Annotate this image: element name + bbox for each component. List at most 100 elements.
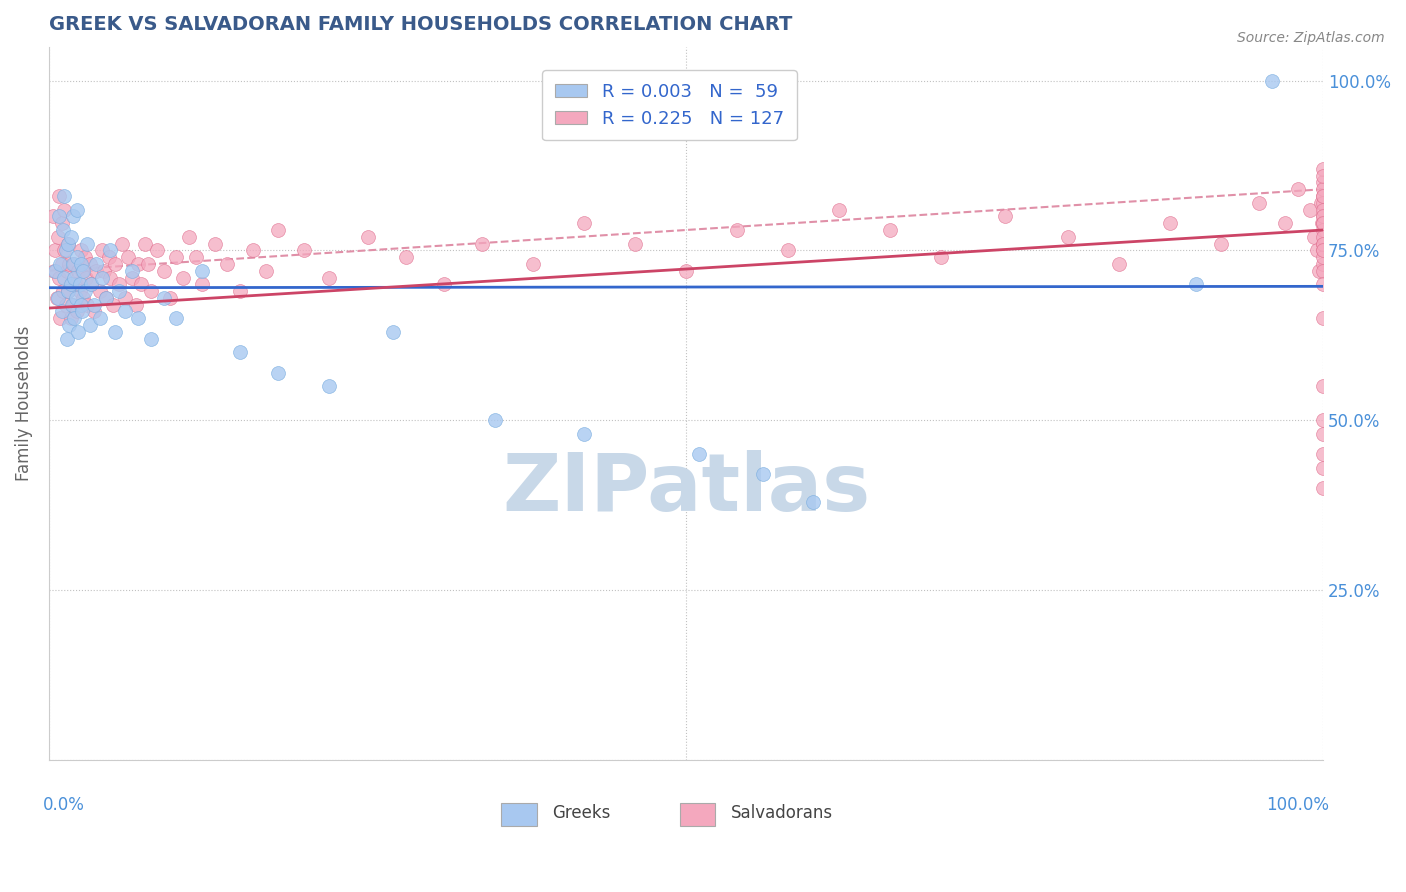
- Point: [91, 244, 114, 258]
- Point: [44, 244, 66, 258]
- Point: [49, 257, 72, 271]
- Point: [165, 250, 187, 264]
- Point: [69, 277, 91, 292]
- Point: [84, 264, 107, 278]
- Point: [1312, 229, 1334, 244]
- Point: [91, 270, 114, 285]
- Point: [98, 244, 121, 258]
- Point: [1312, 481, 1334, 495]
- Point: [1057, 229, 1080, 244]
- Point: [76, 298, 98, 312]
- Point: [49, 311, 72, 326]
- Point: [1312, 189, 1334, 203]
- Point: [152, 264, 174, 278]
- Point: [55, 244, 77, 258]
- Point: [1312, 277, 1334, 292]
- Point: [76, 236, 98, 251]
- Point: [51, 304, 73, 318]
- Point: [879, 223, 901, 237]
- Point: [776, 244, 799, 258]
- Text: GREEK VS SALVADORAN FAMILY HOUSEHOLDS CORRELATION CHART: GREEK VS SALVADORAN FAMILY HOUSEHOLDS CO…: [49, 15, 793, 34]
- Point: [1211, 236, 1233, 251]
- Point: [53, 202, 76, 217]
- Point: [96, 291, 118, 305]
- Point: [1312, 413, 1334, 427]
- Point: [48, 270, 70, 285]
- Point: [63, 270, 86, 285]
- Point: [55, 298, 77, 312]
- Point: [1312, 189, 1334, 203]
- Point: [48, 210, 70, 224]
- Point: [104, 325, 127, 339]
- Point: [44, 264, 66, 278]
- Point: [471, 236, 494, 251]
- Point: [51, 216, 73, 230]
- Point: [1312, 161, 1334, 176]
- Point: [46, 229, 69, 244]
- Point: [69, 298, 91, 312]
- Point: [66, 250, 89, 264]
- Point: [66, 304, 89, 318]
- Point: [229, 284, 252, 298]
- Point: [108, 284, 131, 298]
- Point: [242, 244, 264, 258]
- Point: [1312, 447, 1334, 461]
- Point: [1312, 244, 1334, 258]
- Point: [104, 257, 127, 271]
- Point: [63, 311, 86, 326]
- Text: Salvadorans: Salvadorans: [731, 804, 832, 822]
- Point: [1312, 244, 1334, 258]
- Point: [121, 270, 143, 285]
- Point: [79, 257, 101, 271]
- Point: [1312, 169, 1334, 183]
- Point: [56, 236, 79, 251]
- Point: [72, 291, 94, 305]
- Point: [127, 257, 149, 271]
- Point: [56, 284, 79, 298]
- Point: [66, 202, 89, 217]
- Point: [73, 250, 96, 264]
- Point: [191, 264, 214, 278]
- Point: [675, 264, 697, 278]
- Point: [53, 270, 76, 285]
- Point: [127, 311, 149, 326]
- Point: [1312, 202, 1334, 217]
- FancyBboxPatch shape: [502, 803, 537, 826]
- Point: [267, 223, 290, 237]
- Point: [318, 270, 340, 285]
- Point: [114, 291, 136, 305]
- Point: [124, 298, 146, 312]
- Point: [1184, 277, 1206, 292]
- Point: [45, 291, 67, 305]
- Point: [72, 264, 94, 278]
- Point: [1303, 229, 1326, 244]
- Point: [108, 277, 131, 292]
- Point: [1312, 250, 1334, 264]
- Point: [121, 264, 143, 278]
- Point: [292, 244, 315, 258]
- Point: [395, 250, 418, 264]
- Point: [1312, 195, 1334, 210]
- Point: [624, 236, 647, 251]
- Point: [89, 284, 111, 298]
- Text: 100.0%: 100.0%: [1267, 796, 1330, 814]
- Text: 0.0%: 0.0%: [42, 796, 84, 814]
- Point: [179, 229, 201, 244]
- Point: [58, 257, 80, 271]
- Point: [80, 277, 103, 292]
- Point: [129, 277, 152, 292]
- Point: [59, 311, 82, 326]
- Point: [1312, 223, 1334, 237]
- Point: [69, 244, 91, 258]
- Point: [1312, 182, 1334, 196]
- Point: [229, 345, 252, 359]
- Point: [1312, 216, 1334, 230]
- Point: [83, 298, 105, 312]
- Point: [93, 264, 115, 278]
- Point: [56, 264, 79, 278]
- Point: [318, 379, 340, 393]
- Point: [117, 250, 139, 264]
- Point: [1286, 182, 1309, 196]
- Text: ZIPatlas: ZIPatlas: [502, 450, 870, 528]
- Point: [60, 277, 83, 292]
